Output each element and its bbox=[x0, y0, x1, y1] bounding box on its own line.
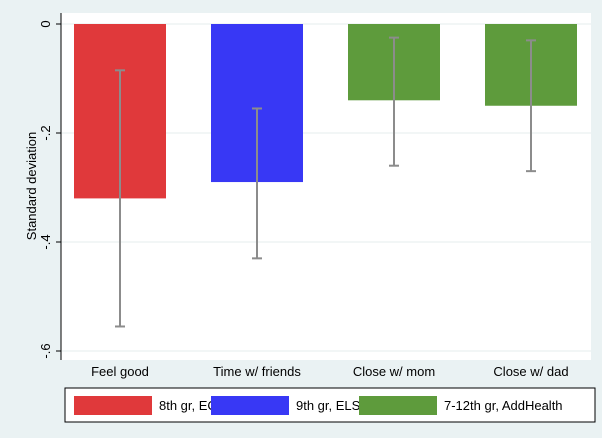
y-tick-label: -.4 bbox=[38, 234, 53, 249]
x-tick-label: Close w/ dad bbox=[493, 364, 568, 379]
legend-swatch-1 bbox=[211, 396, 289, 415]
x-tick-label: Close w/ mom bbox=[353, 364, 435, 379]
x-tick-label: Feel good bbox=[91, 364, 149, 379]
legend-label-1: 9th gr, ELS bbox=[296, 398, 361, 413]
legend-swatch-0 bbox=[74, 396, 152, 415]
y-tick-label: -.6 bbox=[38, 343, 53, 358]
legend-swatch-2 bbox=[359, 396, 437, 415]
x-tick-label: Time w/ friends bbox=[213, 364, 301, 379]
legend-box bbox=[64, 387, 596, 423]
y-tick-label: -.2 bbox=[38, 125, 53, 140]
legend-label-2: 7-12th gr, AddHealth bbox=[444, 398, 563, 413]
legend: 8th gr, ECLSK 9th gr, ELS 7-12th gr, Add… bbox=[64, 387, 596, 423]
y-tick-label: 0 bbox=[38, 20, 53, 27]
y-axis-title: Standard deviation bbox=[24, 132, 39, 240]
